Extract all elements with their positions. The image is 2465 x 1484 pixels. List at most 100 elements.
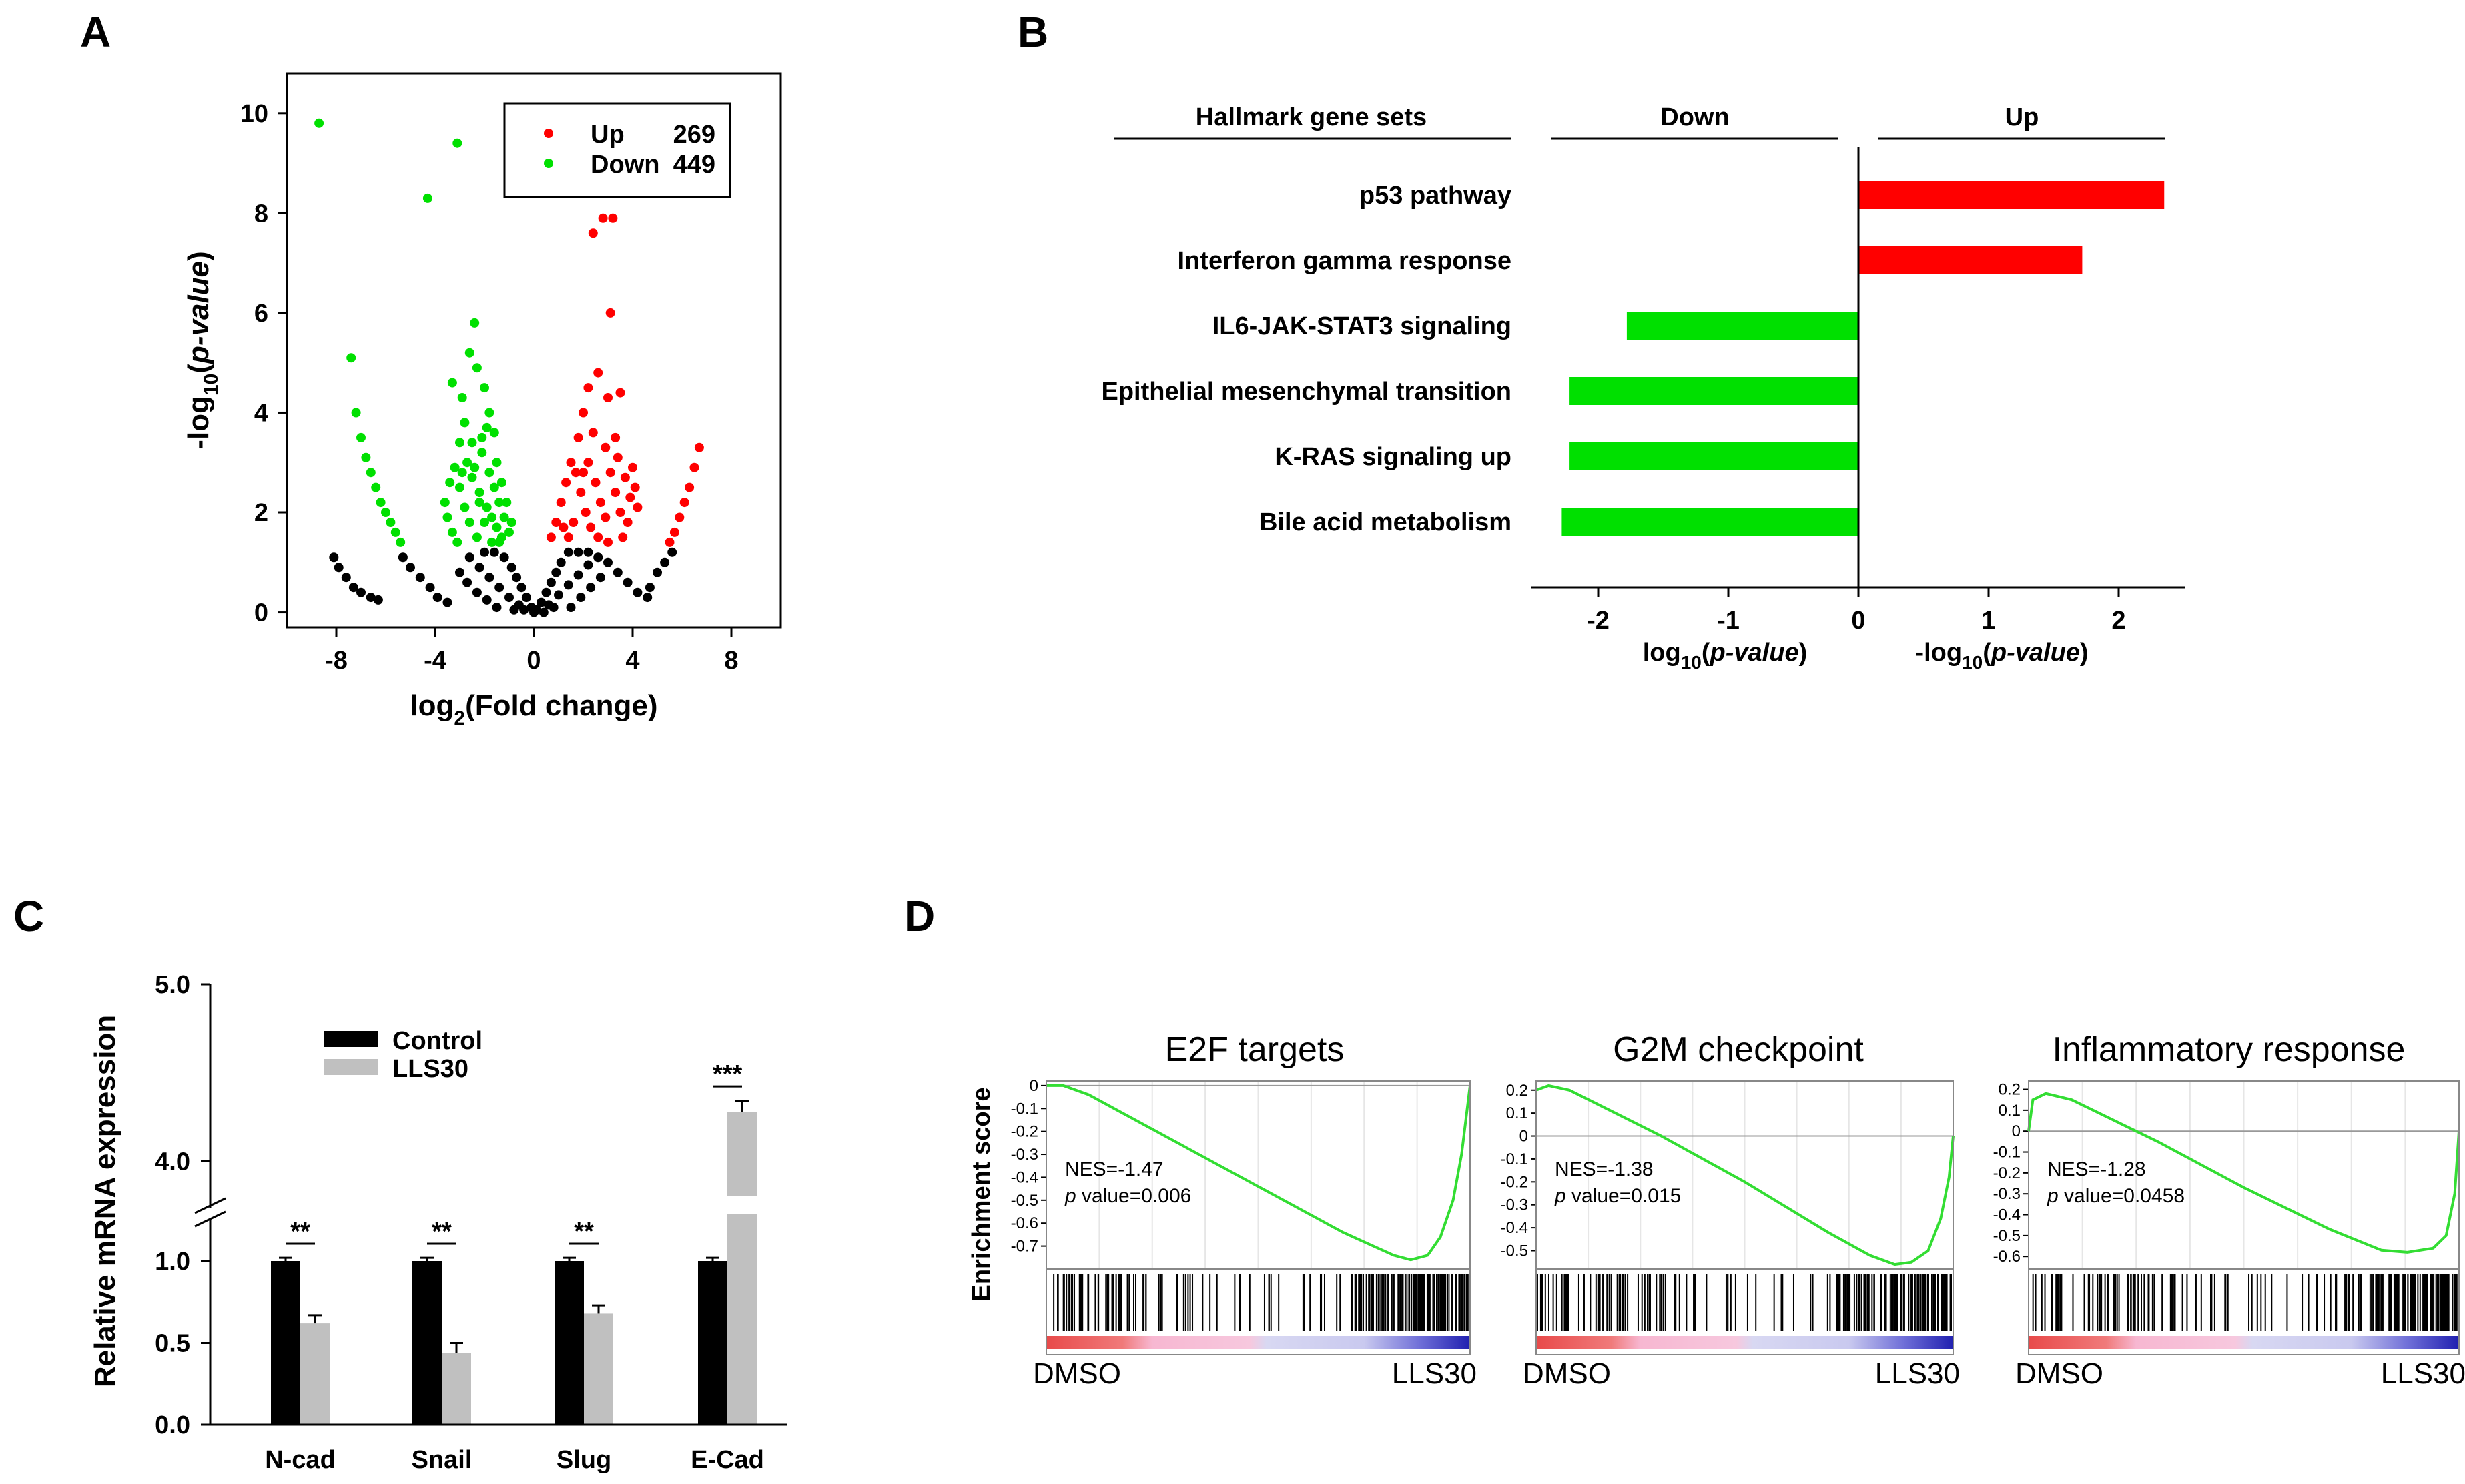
volcano-point-up	[625, 492, 635, 502]
hallmark-category-label: K-RAS signaling up	[1275, 443, 1511, 471]
volcano-x-tick-label: -4	[424, 647, 446, 675]
volcano-point-up	[598, 213, 608, 223]
volcano-point-ns	[398, 552, 408, 563]
volcano-point-ns	[499, 552, 509, 563]
volcano-point-up	[630, 482, 640, 492]
hallmark-category-label: p53 pathway	[1359, 181, 1511, 210]
gsea-hit-bars	[1536, 1274, 1952, 1331]
mrna-y-title: Relative mRNA expression	[89, 1015, 121, 1387]
mrna-bars: ** ** *****	[271, 1060, 758, 1425]
gsea-y-tick-label: -0.3	[1501, 1196, 1528, 1214]
volcano-point-down	[470, 318, 480, 328]
volcano-point-down	[489, 482, 499, 492]
volcano-point-ns	[432, 593, 442, 603]
hallmark-bar	[1858, 181, 2165, 209]
volcano-point-up	[563, 532, 573, 542]
volcano-point-down	[462, 458, 472, 468]
volcano-point-ns	[341, 573, 351, 583]
volcano-point-down	[381, 508, 390, 517]
gsea-p-value: p value=0.006	[1064, 1185, 1191, 1207]
mrna-significance-label: **	[432, 1218, 452, 1246]
volcano-x-tick-label: 8	[724, 647, 738, 675]
volcano-point-ns	[366, 593, 376, 603]
gsea-rank-ramp	[2029, 1336, 2459, 1349]
volcano-point-down	[502, 498, 512, 508]
gsea-frame	[2028, 1080, 2460, 1355]
volcano-point-ns	[506, 563, 516, 573]
hallmark-bar	[1561, 508, 1858, 536]
gsea-y-tick-label: -0.2	[1011, 1123, 1038, 1141]
volcano-point-down	[464, 518, 474, 527]
volcano-x-tick-label: 0	[526, 647, 541, 675]
mrna-x-ticks: N-cad Snail Slug E-Cad	[265, 1446, 764, 1474]
gsea-panel-title: E2F targets	[1165, 1030, 1345, 1069]
volcano-point-ns	[482, 595, 492, 605]
gsea-y-tick-label: -0.5	[1993, 1227, 2021, 1245]
gsea-y-tick-label: -0.5	[1501, 1242, 1528, 1260]
mrna-legend-control-label: Control	[392, 1027, 482, 1055]
mrna-x-tick-label: N-cad	[265, 1446, 336, 1474]
gsea-nes: NES=-1.28	[2047, 1158, 2146, 1180]
volcano-point-down	[361, 452, 371, 462]
gsea-y-tick-label: -0.6	[1011, 1214, 1038, 1232]
gsea-panels: E2F targets 0 -0.1 -0.2 -0.3 -0.4 -0.5 -0.6 -0.7…	[1011, 1030, 2465, 1390]
volcano-point-down	[496, 478, 506, 488]
volcano-point-ns	[541, 587, 551, 597]
legend-down-marker	[544, 159, 553, 168]
volcano-point-ns	[516, 583, 526, 593]
volcano-point-ns	[593, 552, 603, 563]
gsea-y-tick-label: 0.1	[1506, 1104, 1528, 1122]
volcano-point-ns	[373, 595, 383, 605]
volcano-point-ns	[415, 573, 425, 583]
mrna-bar-break-gap	[726, 1196, 758, 1214]
gsea-y-tick-label: -0.2	[1993, 1164, 2021, 1182]
mrna-x-tick-label: Slug	[557, 1446, 611, 1474]
volcano-point-up	[689, 462, 699, 472]
gsea-y-tick-label: 0	[2012, 1122, 2021, 1140]
volcano-point-down	[474, 498, 484, 508]
gsea-hit-bars	[1053, 1274, 1469, 1331]
volcano-point-down	[482, 502, 492, 512]
volcano-point-ns	[329, 552, 339, 563]
mrna-bar-control	[412, 1261, 442, 1425]
volcano-point-up	[576, 488, 586, 498]
mrna-y-tick-label: 0.0	[155, 1411, 190, 1439]
volcano-point-ns	[563, 580, 573, 590]
volcano-point-ns	[633, 587, 643, 597]
volcano-point-ns	[334, 563, 344, 573]
mrna-bar-control	[698, 1261, 727, 1425]
hallmark-category-label: Bile acid metabolism	[1259, 508, 1511, 536]
volcano-point-down	[442, 512, 452, 522]
volcano-point-ns	[546, 577, 556, 587]
gsea-y-tick-label: -0.2	[1501, 1173, 1528, 1191]
volcano-point-down	[504, 527, 514, 537]
volcano-point-ns	[613, 567, 623, 577]
volcano-point-down	[445, 478, 455, 488]
hallmark-category-label: Epithelial mesenchymal transition	[1101, 378, 1511, 406]
volcano-point-down	[492, 458, 502, 468]
gsea-y-tick-label: -0.4	[1993, 1206, 2021, 1224]
volcano-point-down	[447, 378, 457, 388]
volcano-point-down	[489, 428, 499, 438]
gsea-y-tick-label: -0.1	[1501, 1150, 1528, 1168]
mrna-x-tick-label: E-Cad	[691, 1446, 764, 1474]
mrna-bar-lls30-lower	[727, 1214, 757, 1425]
volcano-y-tick-label: 4	[254, 399, 268, 427]
volcano-point-ns	[667, 547, 677, 557]
volcano-point-up	[601, 512, 611, 522]
volcano-point-down	[351, 408, 361, 418]
volcano-point-up	[591, 478, 601, 488]
volcano-point-up	[615, 508, 625, 517]
volcano-point-ns	[464, 552, 474, 563]
volcano-point-ns	[519, 605, 529, 615]
volcano-point-down	[457, 468, 467, 478]
volcano-point-up	[593, 532, 603, 542]
mrna-y-ticks: 0.0 0.5 1.0 4.0 5.0	[155, 971, 210, 1439]
volcano-point-up	[579, 468, 588, 478]
volcano-point-down	[482, 422, 492, 432]
volcano-point-down	[314, 118, 324, 128]
volcano-point-down	[472, 363, 482, 373]
volcano-point-up	[581, 508, 591, 517]
mrna-significance-label: **	[290, 1218, 310, 1246]
